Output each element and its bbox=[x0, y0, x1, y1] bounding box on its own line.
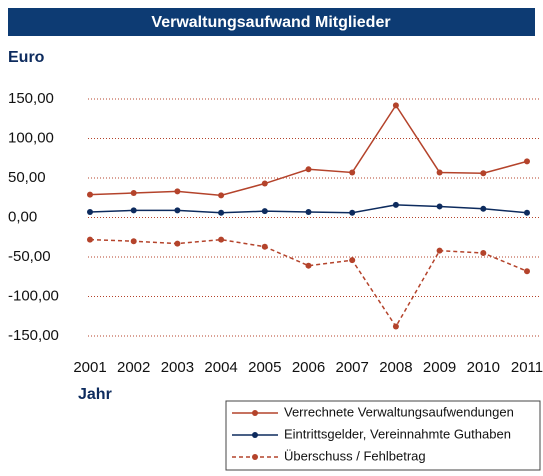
marker bbox=[305, 166, 312, 173]
legend-marker bbox=[252, 454, 258, 460]
x-tick-label: 2003 bbox=[161, 359, 194, 376]
marker bbox=[174, 240, 181, 247]
x-tick-label: 2011 bbox=[511, 359, 543, 376]
legend-marker bbox=[252, 432, 258, 438]
x-tick-label: 2006 bbox=[292, 359, 325, 376]
marker bbox=[392, 102, 399, 109]
marker bbox=[305, 262, 312, 269]
marker bbox=[87, 236, 93, 243]
marker bbox=[524, 268, 530, 275]
x-axis-label: Jahr bbox=[78, 386, 112, 403]
marker bbox=[436, 169, 443, 176]
marker bbox=[174, 188, 181, 195]
marker bbox=[480, 205, 487, 212]
x-tick-label: 2002 bbox=[117, 359, 150, 376]
marker bbox=[218, 236, 225, 243]
marker bbox=[392, 201, 399, 208]
series-line bbox=[89, 103, 528, 197]
marker bbox=[480, 170, 487, 177]
y-tick-label: 50,00 bbox=[8, 169, 46, 186]
y-tick-label: -100,00 bbox=[8, 287, 59, 304]
legend-marker bbox=[252, 410, 258, 416]
series-line bbox=[89, 238, 528, 328]
marker bbox=[349, 169, 356, 176]
marker bbox=[524, 158, 530, 165]
x-tick-label: 2001 bbox=[73, 359, 106, 376]
marker bbox=[349, 209, 356, 216]
marker bbox=[392, 323, 399, 330]
marker bbox=[87, 208, 93, 215]
y-tick-label: 100,00 bbox=[8, 129, 54, 146]
title-bar bbox=[8, 8, 535, 36]
legend-label: Eintrittsgelder, Vereinnahmte Guthaben bbox=[284, 426, 511, 441]
legend-label: Verrechnete Verwaltungsaufwendungen bbox=[284, 404, 514, 419]
legend-label: Überschuss / Fehlbetrag bbox=[284, 448, 426, 463]
marker bbox=[130, 207, 137, 214]
chart-title: Verwaltungsaufwand Mitglieder bbox=[151, 14, 390, 31]
marker bbox=[174, 207, 181, 214]
marker bbox=[218, 192, 225, 199]
x-tick-label: 2004 bbox=[204, 359, 237, 376]
marker bbox=[130, 190, 137, 197]
y-tick-label: 0,00 bbox=[8, 208, 37, 225]
marker bbox=[524, 209, 530, 216]
y-tick-label: -150,00 bbox=[8, 327, 59, 344]
marker bbox=[130, 238, 137, 245]
x-tick-label: 2008 bbox=[379, 359, 412, 376]
x-tick-label: 2009 bbox=[423, 359, 456, 376]
marker bbox=[261, 180, 268, 187]
x-tick-label: 2005 bbox=[248, 359, 281, 376]
marker bbox=[261, 208, 268, 215]
legend-box bbox=[225, 400, 541, 471]
marker bbox=[436, 203, 443, 210]
y-axis-label: Euro bbox=[8, 49, 45, 66]
marker bbox=[436, 247, 443, 254]
x-tick-label: 2007 bbox=[336, 359, 369, 376]
marker bbox=[349, 257, 356, 264]
marker bbox=[480, 250, 487, 257]
marker bbox=[218, 209, 225, 216]
y-tick-label: 150,00 bbox=[8, 90, 54, 107]
marker bbox=[305, 208, 312, 215]
marker bbox=[87, 191, 93, 198]
marker bbox=[261, 243, 268, 250]
y-tick-label: -50,00 bbox=[8, 248, 51, 265]
x-tick-label: 2010 bbox=[467, 359, 500, 376]
